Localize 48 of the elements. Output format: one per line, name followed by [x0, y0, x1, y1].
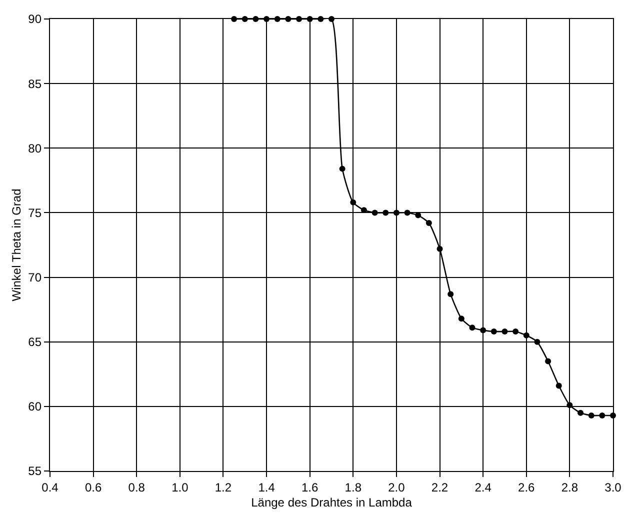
point	[393, 210, 400, 216]
point	[599, 412, 606, 418]
point	[480, 327, 486, 334]
point	[469, 324, 476, 331]
x-tick-label: 1.2	[214, 480, 232, 494]
y-tick-label: 70	[28, 270, 42, 284]
point	[502, 328, 508, 335]
x-tick-label: 1.4	[258, 480, 276, 494]
x-tick-label: 0.4	[42, 480, 59, 494]
x-tick-label: 2.0	[388, 480, 406, 494]
y-tick-label: 65	[28, 335, 42, 350]
point	[512, 328, 519, 335]
point	[339, 166, 346, 172]
point	[360, 207, 367, 214]
point	[588, 412, 594, 418]
point	[545, 358, 552, 364]
point	[372, 210, 378, 216]
point	[436, 246, 443, 252]
point	[382, 210, 389, 216]
point	[404, 210, 410, 216]
point	[523, 332, 530, 338]
x-tick-label: 1.6	[302, 480, 319, 494]
point	[556, 382, 562, 389]
x-tick-label: 1.8	[344, 480, 362, 494]
point	[578, 410, 584, 416]
y-tick-label: 90	[28, 12, 42, 26]
y-axis-title: Winkel Theta in Grad	[9, 188, 24, 302]
x-tick-label: 0.8	[128, 480, 146, 494]
x-tick-label: 2.2	[431, 480, 448, 494]
x-axis-title: Länge des Drahtes in Lambda	[251, 495, 412, 510]
y-tick-label: 80	[28, 141, 42, 156]
point	[350, 199, 356, 206]
point	[566, 402, 573, 408]
x-tick-label: 0.6	[84, 480, 102, 494]
point	[448, 291, 454, 298]
y-tick-label: 60	[28, 400, 42, 414]
y-tick-label: 55	[28, 464, 42, 478]
x-tick-label: 2.6	[518, 480, 536, 494]
y-tick-label: 85	[28, 76, 42, 91]
x-tick-label: 2.8	[561, 480, 578, 494]
point	[490, 328, 497, 335]
y-tick-label: 75	[28, 206, 42, 220]
x-tick-label: 1.0	[172, 480, 189, 494]
point	[534, 338, 540, 345]
point	[458, 316, 464, 322]
x-tick-label: 3.0	[604, 480, 622, 494]
x-tick-label: 2.4	[474, 480, 492, 494]
point	[426, 220, 432, 226]
